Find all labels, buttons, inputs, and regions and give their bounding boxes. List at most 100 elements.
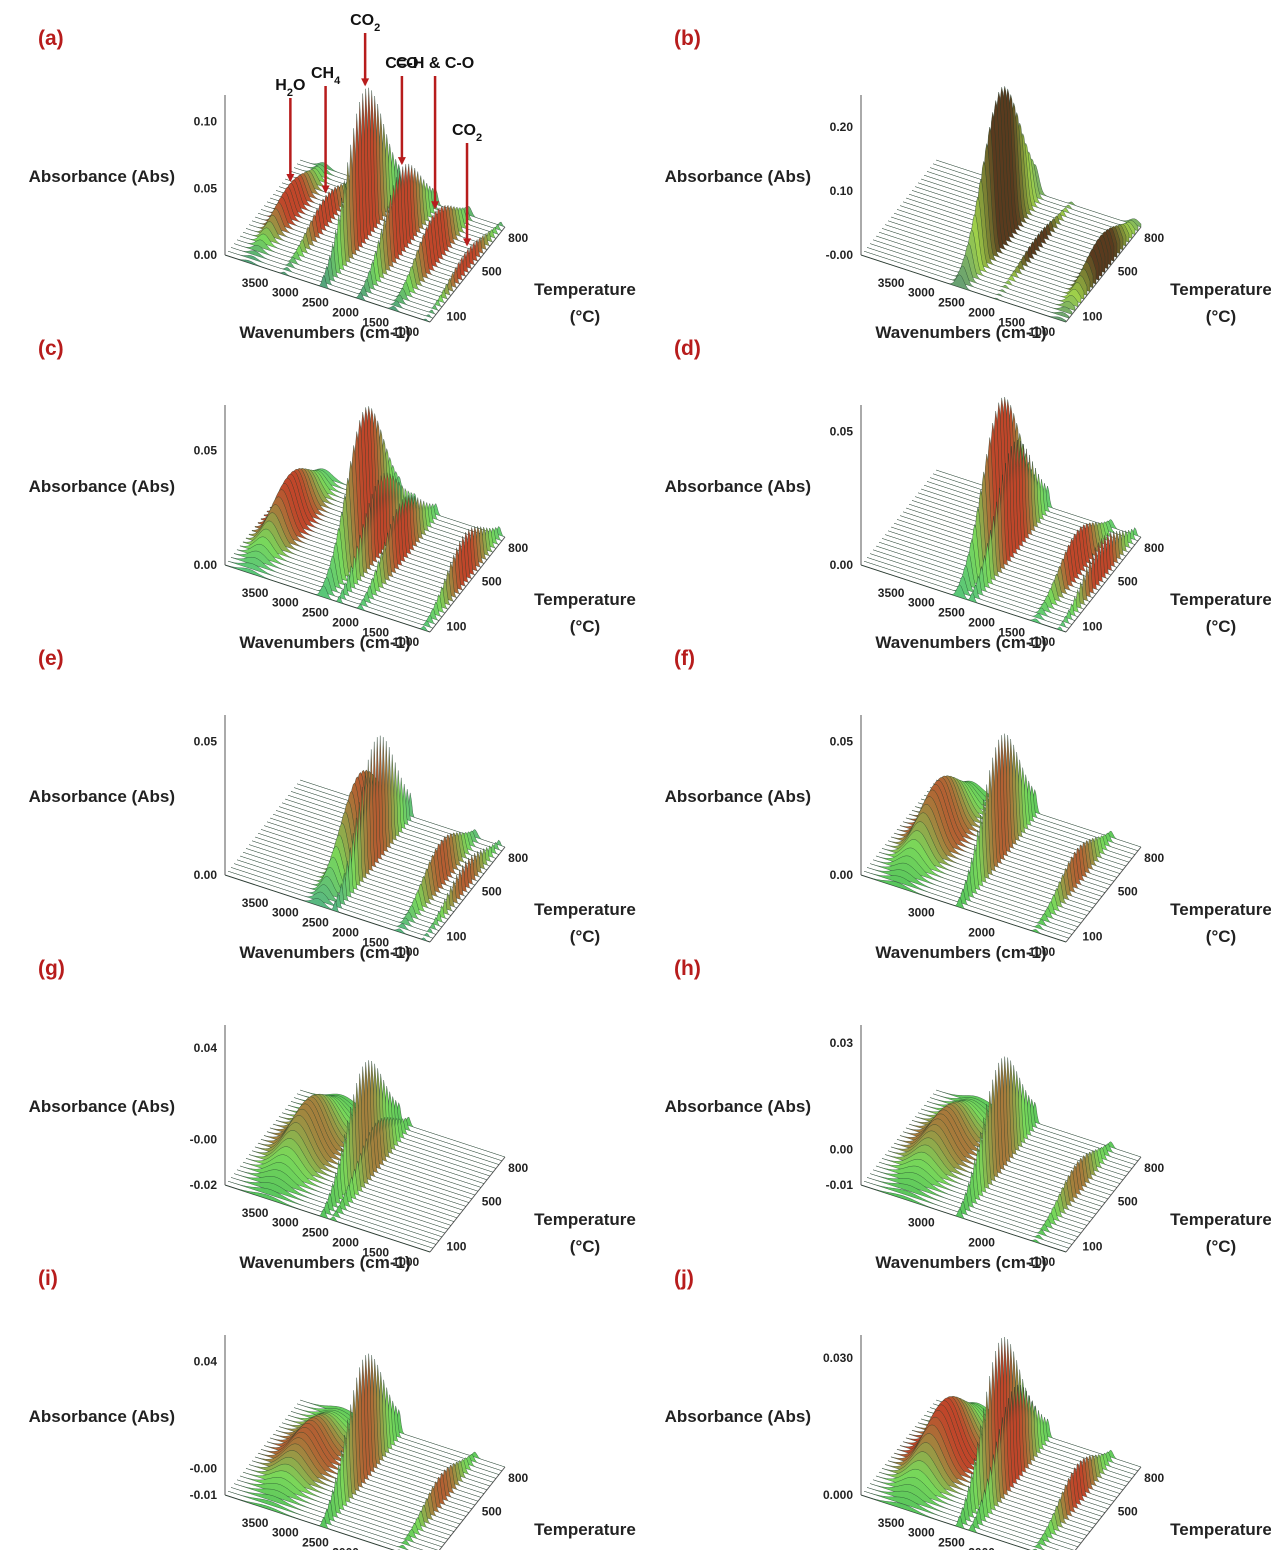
y-tick-label: -0.01 bbox=[190, 1488, 218, 1502]
surface-lines bbox=[225, 1060, 505, 1252]
y-tick-label: 0.10 bbox=[830, 184, 854, 198]
y-axis-title: Absorbance (Abs) bbox=[29, 787, 175, 806]
panel-label: (c) bbox=[38, 337, 64, 360]
annotation-arrowhead bbox=[398, 157, 406, 165]
y-axis-title: Absorbance (Abs) bbox=[29, 477, 175, 496]
x-tick-label: 3500 bbox=[242, 276, 269, 290]
x-tick-label: 2000 bbox=[968, 1545, 995, 1550]
panel-label: (f) bbox=[674, 647, 695, 670]
spectrum-line bbox=[864, 1181, 1069, 1248]
y-tick-label: 0.00 bbox=[194, 248, 218, 262]
y-tick-label: 0.05 bbox=[194, 735, 218, 749]
z-tick-label: 800 bbox=[1144, 541, 1164, 555]
x-tick-label: 3000 bbox=[908, 906, 935, 920]
z-axis-title-line1: Temperature bbox=[1170, 900, 1271, 919]
x-tick-label: 3500 bbox=[242, 1206, 269, 1220]
y-tick-label: 0.04 bbox=[194, 1355, 218, 1369]
y-tick-label: 0.00 bbox=[194, 558, 218, 572]
surface-plot: (a)0.000.050.103500300025002000150010001… bbox=[0, 0, 635, 310]
surface-plot: (i)-0.01-0.000.0435003000250020001500100… bbox=[0, 1240, 635, 1550]
z-tick-label: 800 bbox=[508, 231, 528, 245]
x-tick-label: 2500 bbox=[302, 1536, 329, 1550]
y-axis-title: Absorbance (Abs) bbox=[665, 1097, 811, 1116]
annotation-arrowhead bbox=[322, 185, 330, 193]
y-tick-label: 0.05 bbox=[194, 444, 218, 458]
surface-lines bbox=[225, 736, 505, 942]
panel-label: (i) bbox=[38, 1267, 58, 1290]
x-tick-label: 3000 bbox=[908, 286, 935, 300]
z-tick-label: 500 bbox=[482, 1195, 502, 1209]
x-tick-label: 3500 bbox=[878, 276, 905, 290]
peak-annotation: CO2 bbox=[452, 122, 482, 144]
surface-plot: (c)0.000.0535003000250020001500100010050… bbox=[0, 310, 635, 620]
spectrum-line bbox=[864, 871, 1069, 938]
y-tick-label: -0.00 bbox=[826, 248, 854, 262]
panel-label: (e) bbox=[38, 647, 64, 670]
z-tick-label: 800 bbox=[508, 541, 528, 555]
x-tick-label: 2000 bbox=[332, 1545, 359, 1550]
x-tick-label: 2500 bbox=[302, 916, 329, 930]
y-tick-label: 0.00 bbox=[830, 558, 854, 572]
z-tick-label: 800 bbox=[508, 1161, 528, 1175]
z-tick-label: 500 bbox=[482, 265, 502, 279]
surface-plot: (h)-0.010.000.03300020001000100500800Abs… bbox=[636, 930, 1271, 1240]
surface-plot: (e)0.000.0535003000250020001500100010050… bbox=[0, 620, 635, 930]
z-axis-title-line1: Temperature bbox=[534, 900, 636, 919]
x-tick-label: 3500 bbox=[878, 586, 905, 600]
z-tick-label: 800 bbox=[1144, 231, 1164, 245]
y-axis-title: Absorbance (Abs) bbox=[665, 477, 811, 496]
z-axis-title-line1: Temperature bbox=[534, 1210, 636, 1229]
x-tick-label: 2500 bbox=[938, 296, 965, 310]
z-tick-label: 800 bbox=[1144, 1161, 1164, 1175]
peak-annotation: CO2 bbox=[350, 12, 380, 34]
z-tick-label: 500 bbox=[482, 885, 502, 899]
y-tick-label: 0.00 bbox=[830, 1142, 854, 1156]
surface-plot: (d)0.000.0535003000250020001500100010050… bbox=[636, 310, 1271, 620]
y-axis-title: Absorbance (Abs) bbox=[29, 167, 175, 186]
z-tick-label: 500 bbox=[482, 575, 502, 589]
z-tick-label: 500 bbox=[1118, 575, 1138, 589]
annotation-arrowhead bbox=[361, 78, 369, 86]
x-tick-label: 3500 bbox=[242, 896, 269, 910]
z-tick-label: 500 bbox=[1118, 1505, 1138, 1519]
x-tick-label: 2500 bbox=[302, 1226, 329, 1240]
surface-lines bbox=[861, 734, 1141, 942]
z-axis-title-line1: Temperature bbox=[1170, 280, 1271, 299]
panel-label: (j) bbox=[674, 1267, 694, 1290]
x-tick-label: 3000 bbox=[908, 596, 935, 610]
x-tick-label: 3000 bbox=[272, 1526, 299, 1540]
surface-plot: (j)0.0000.030350030002500200015001000100… bbox=[636, 1240, 1271, 1550]
x-tick-label: 2500 bbox=[938, 606, 965, 620]
y-tick-label: 0.04 bbox=[194, 1041, 218, 1055]
y-tick-label: 0.000 bbox=[823, 1488, 853, 1502]
panel-label: (h) bbox=[674, 957, 701, 980]
x-tick-label: 3500 bbox=[242, 586, 269, 600]
peak-annotation: H2O bbox=[275, 77, 305, 99]
z-axis-title-line1: Temperature bbox=[1170, 1520, 1271, 1539]
y-tick-label: 0.03 bbox=[830, 1036, 854, 1050]
x-tick-label: 3000 bbox=[272, 596, 299, 610]
y-tick-label: 0.00 bbox=[830, 868, 854, 882]
z-tick-label: 500 bbox=[482, 1505, 502, 1519]
x-tick-label: 3000 bbox=[272, 1216, 299, 1230]
y-tick-label: -0.02 bbox=[190, 1178, 218, 1192]
y-axis-title: Absorbance (Abs) bbox=[665, 787, 811, 806]
z-axis-title-line1: Temperature bbox=[534, 280, 636, 299]
chart-panel-j: (j)0.0000.030350030002500200015001000100… bbox=[636, 1240, 1271, 1550]
x-tick-label: 2500 bbox=[302, 606, 329, 620]
y-tick-label: 0.05 bbox=[194, 181, 218, 195]
z-axis-title-line1: Temperature bbox=[534, 590, 636, 609]
surface-plot: (f)0.000.05300020001000100500800Absorban… bbox=[636, 620, 1271, 930]
surface-lines bbox=[861, 1057, 1141, 1252]
surface-plot: (b)-0.000.100.20350030002500200015001000… bbox=[636, 0, 1271, 310]
z-tick-label: 800 bbox=[1144, 1471, 1164, 1485]
x-tick-label: 2500 bbox=[938, 1536, 965, 1550]
